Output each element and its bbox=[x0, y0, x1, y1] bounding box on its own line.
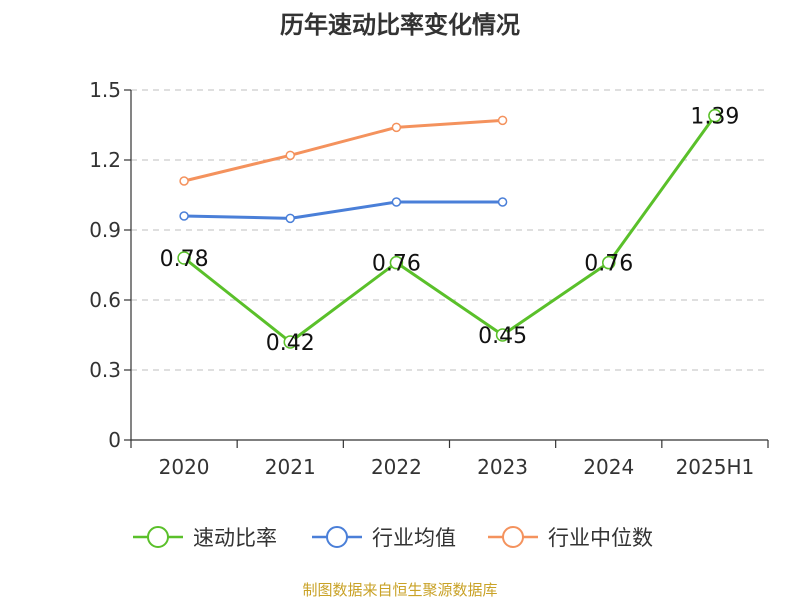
chart-title: 历年速动比率变化情况 bbox=[280, 11, 520, 39]
data-point bbox=[602, 255, 616, 270]
series-line bbox=[183, 114, 717, 344]
data-label: 0.76 bbox=[372, 252, 421, 277]
series-line bbox=[184, 200, 503, 220]
data-label: 0.45 bbox=[478, 324, 527, 349]
data-point bbox=[283, 335, 297, 349]
data-point bbox=[285, 150, 295, 161]
axes: 0 0.3 0.6 0.9 1.2 1.5 2020 2021 2022 2023 2024 2025… bbox=[89, 78, 769, 479]
legend-label: 行业均值 bbox=[372, 526, 456, 550]
legend-item: 行业均值 bbox=[312, 526, 456, 550]
data-point bbox=[497, 197, 508, 207]
data-point bbox=[285, 213, 295, 224]
legend-label: 速动比率 bbox=[193, 526, 277, 550]
data-point bbox=[389, 255, 404, 270]
y-tick-label: 0 bbox=[108, 428, 121, 452]
data-point bbox=[497, 115, 508, 126]
x-tick-label: 2024 bbox=[583, 455, 634, 479]
data-label: 1.39 bbox=[690, 105, 739, 130]
y-tick-label: 0.9 bbox=[89, 218, 121, 242]
data-label: 0.42 bbox=[266, 331, 315, 356]
source-note: 制图数据来自恒生聚源数据库 bbox=[302, 581, 497, 599]
x-tick-label: 2020 bbox=[159, 455, 210, 479]
y-tick-label: 0.3 bbox=[89, 358, 121, 382]
legend-label: 行业中位数 bbox=[548, 526, 653, 550]
grid-lines bbox=[131, 89, 768, 371]
data-point bbox=[708, 108, 722, 123]
data-point bbox=[179, 176, 189, 186]
x-tick-label: 2023 bbox=[477, 455, 528, 479]
data-label: 0.76 bbox=[584, 252, 633, 277]
data-labels: 0.78 0.42 0.76 0.45 0.76 1.39 bbox=[160, 105, 740, 356]
legend-item: 行业中位数 bbox=[488, 526, 653, 550]
y-tick-label: 1.2 bbox=[89, 148, 121, 172]
y-tick-label: 1.5 bbox=[89, 78, 121, 102]
data-point bbox=[391, 197, 402, 207]
legend-swatch-marker bbox=[326, 526, 348, 548]
data-point bbox=[391, 122, 402, 133]
data-point bbox=[177, 251, 191, 265]
data-point bbox=[179, 211, 189, 221]
series-line bbox=[183, 118, 503, 183]
legend-item: 速动比率 bbox=[133, 526, 277, 550]
data-label: 0.78 bbox=[160, 247, 209, 272]
legend-swatch-marker bbox=[502, 526, 524, 548]
x-tick-label: 2022 bbox=[371, 455, 422, 479]
legend: 速动比率 行业均值 行业中位数 bbox=[133, 526, 653, 550]
legend-swatch-marker bbox=[147, 526, 169, 548]
y-tick-label: 0.6 bbox=[89, 288, 121, 312]
x-tick-label: 2021 bbox=[265, 455, 316, 479]
series-layer bbox=[177, 108, 722, 349]
data-point bbox=[495, 328, 510, 342]
x-tick-label: 2025H1 bbox=[676, 455, 755, 479]
